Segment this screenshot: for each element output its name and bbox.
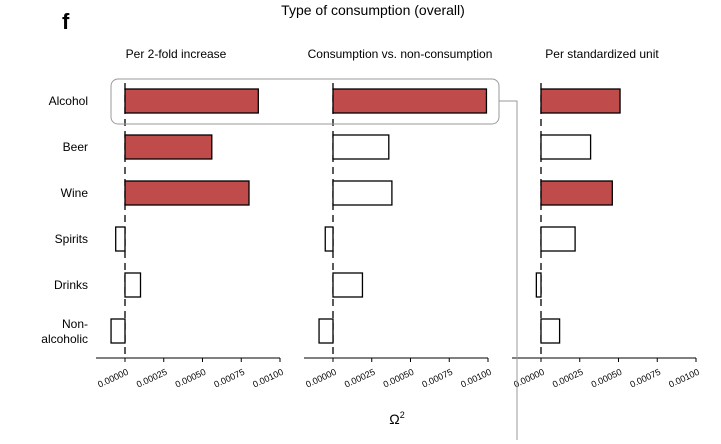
category-labels: Alcohol Beer Wine Spirits Drinks Non-alcoholi… xyxy=(41,94,88,346)
bar xyxy=(115,226,126,252)
x-tick-label: 0.00000 xyxy=(96,367,130,390)
bar xyxy=(540,226,576,252)
x-tick-label: 0.00025 xyxy=(343,367,377,390)
bar xyxy=(540,180,613,206)
x-tick-label: 0.00000 xyxy=(304,367,338,390)
bar xyxy=(318,318,334,344)
panel-title: Consumption vs. non-consumption xyxy=(308,47,493,61)
bar xyxy=(332,134,390,160)
bar xyxy=(535,272,542,298)
category-label: Alcohol xyxy=(49,94,88,108)
highlight-connector xyxy=(499,100,518,440)
x-tick-label: 0.00050 xyxy=(382,367,416,390)
bar xyxy=(124,88,259,114)
bar xyxy=(332,272,364,298)
x-tick-label: 0.00050 xyxy=(590,367,624,390)
x-tick-label: 0.00075 xyxy=(420,367,454,390)
x-tick-label: 0.00025 xyxy=(551,367,585,390)
bar xyxy=(110,318,126,344)
category-label: Wine xyxy=(61,186,89,200)
bar xyxy=(324,226,334,252)
x-axis-label: Ω2 xyxy=(389,410,404,427)
bar xyxy=(124,272,142,298)
panel: 0.00000 0.00025 0.00050 0.00075 0.00100 xyxy=(304,83,493,390)
plot-area: 0.00000 0.00025 0.00050 0.00075 0.00100 0.000… xyxy=(96,83,701,390)
panel: 0.00000 0.00025 0.00050 0.00075 0.00100 xyxy=(96,83,285,390)
panel-title: Per 2-fold increase xyxy=(126,47,227,61)
panel-titles: Per 2-fold increase Consumption vs. non-c… xyxy=(126,47,660,61)
chart-title: Type of consumption (overall) xyxy=(281,2,465,18)
category-label: Spirits xyxy=(55,232,88,246)
x-tick-label: 0.00075 xyxy=(628,367,662,390)
category-label: Beer xyxy=(63,140,88,154)
x-tick-label: 0.00100 xyxy=(667,367,701,390)
x-tick-label: 0.00050 xyxy=(174,367,208,390)
x-tick-label: 0.00100 xyxy=(251,367,285,390)
category-label: Drinks xyxy=(54,278,88,292)
bar xyxy=(540,318,561,344)
panel: 0.00000 0.00025 0.00050 0.00075 0.00100 xyxy=(512,83,701,390)
bar xyxy=(332,88,488,114)
bar xyxy=(540,134,592,160)
panel-letter: f xyxy=(62,9,70,34)
x-tick-label: 0.00025 xyxy=(135,367,169,390)
panel-title: Per standardized unit xyxy=(545,47,659,61)
bar xyxy=(332,180,393,206)
bar xyxy=(540,88,621,114)
x-tick-label: 0.00100 xyxy=(459,367,493,390)
bar xyxy=(124,180,250,206)
category-label: Non-alcoholic xyxy=(41,317,88,346)
x-tick-label: 0.00075 xyxy=(212,367,246,390)
bar xyxy=(124,134,213,160)
